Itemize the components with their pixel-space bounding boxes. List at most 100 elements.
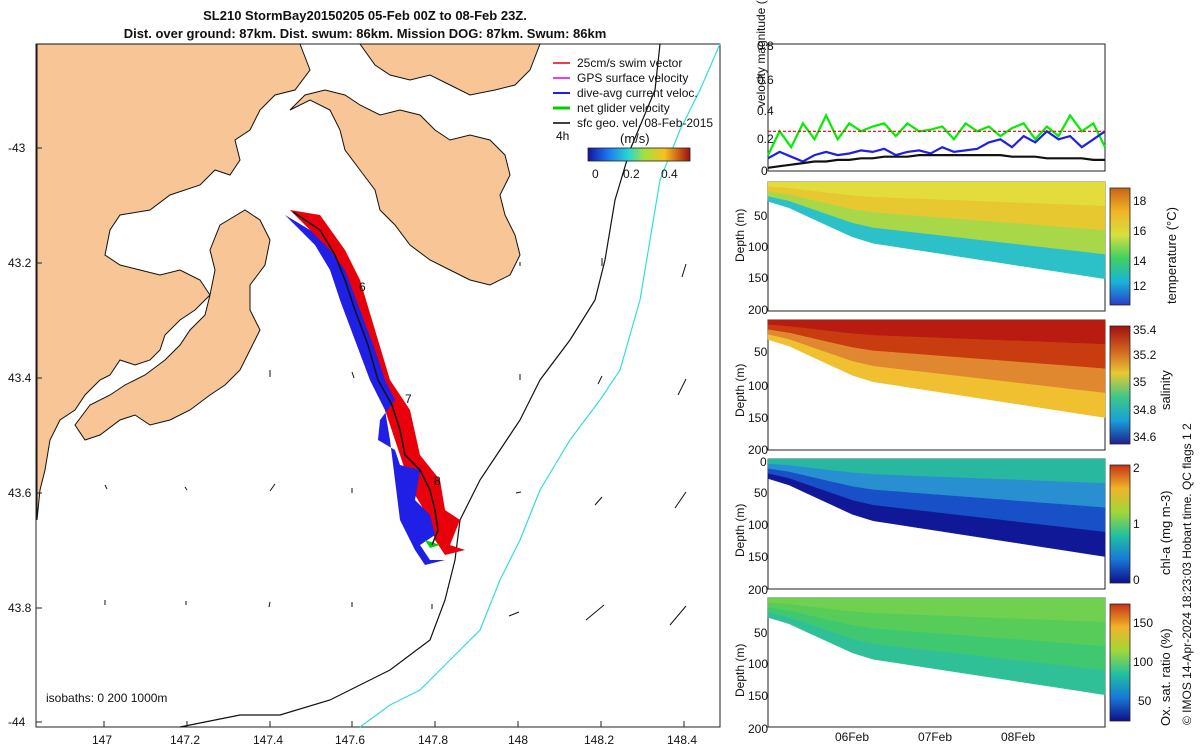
velocity-series-0 <box>767 112 1106 156</box>
land-peninsula <box>289 89 521 286</box>
velocity-ytick: 0.4 <box>757 104 774 118</box>
day-marker: 7 <box>405 392 412 406</box>
ox-cbtick: 150 <box>1133 616 1154 630</box>
velocity-series-2 <box>767 154 1105 169</box>
chl-cblabel: chl-a (mg m-3) <box>1158 490 1173 575</box>
panel-3-colorbar <box>1109 464 1131 584</box>
land-north <box>359 43 541 96</box>
panel-2-colorbar <box>1109 325 1131 445</box>
map-panel <box>35 43 721 728</box>
panel-3-band-3 <box>767 473 1106 557</box>
day-marker: 6 <box>359 280 366 294</box>
temp-ytick: 150 <box>748 271 769 285</box>
ox-ytick: 100 <box>748 657 769 671</box>
time-xtick: 06Feb <box>835 730 870 744</box>
map-ylabel: 43.4 <box>8 371 32 385</box>
map-xlabel: 147.2 <box>170 733 201 747</box>
day-marker: 8 <box>434 474 441 488</box>
watermark: © IMOS 14-Apr-2024 18:23:03 Hobart time.… <box>1180 423 1194 725</box>
chl-cbtick: 1 <box>1133 517 1140 531</box>
land-west <box>36 43 311 521</box>
velocity-ytick: 0 <box>761 164 768 178</box>
sal-cblabel: salinity <box>1158 370 1173 410</box>
chl-cbtick: 2 <box>1133 461 1140 475</box>
velocity-series-1 <box>767 129 1106 163</box>
sal-cbtick: 34.6 <box>1133 430 1157 444</box>
colorbar-tick: 0 <box>592 167 599 181</box>
land-tasman <box>74 209 271 441</box>
temp-cblabel: temperature (°C) <box>1164 207 1179 304</box>
sal-ytick: 50 <box>754 345 768 359</box>
chart-title: SL210 StormBay20150205 05-Feb 00Z to 08-… <box>203 8 527 23</box>
legend-label-swim: 25cm/s swim vector <box>577 56 683 70</box>
map-xlabel: 148.2 <box>584 733 615 747</box>
map-ylabel: -44 <box>8 715 26 729</box>
map-xlabel: 147 <box>92 733 113 747</box>
chl-ylabel: Depth (m) <box>733 503 747 557</box>
temp-ytick: 100 <box>748 240 769 254</box>
chl-ytick: 150 <box>748 550 769 564</box>
panel-1-band-3 <box>767 196 1106 280</box>
legend-label-gps: GPS surface velocity <box>577 71 689 85</box>
legend-label-net: net glider velocity <box>577 101 670 115</box>
chart-subtitle: Dist. over ground: 87km. Dist. swum: 86k… <box>123 26 607 41</box>
ox-ytick: 200 <box>748 722 769 736</box>
map-xlabel: 147.6 <box>335 733 366 747</box>
velocity-frame <box>767 43 1106 172</box>
legend-label-sfc: sfc geo. vel. 08-Feb-2015 <box>577 116 714 130</box>
time-label: 4h <box>556 129 570 143</box>
velocity-arrows <box>104 258 687 626</box>
ox-ytick: 50 <box>754 626 768 640</box>
ox-cbtick: 50 <box>1138 694 1152 708</box>
map-ylabel: -43 <box>8 141 26 155</box>
chl-ytick: 100 <box>748 518 769 532</box>
speed-colorbar <box>587 147 691 162</box>
temp-ytick: 50 <box>754 209 768 223</box>
temp-cbtick: 12 <box>1133 279 1147 293</box>
sal-cbtick: 35.2 <box>1133 348 1157 362</box>
sal-ytick: 200 <box>748 443 769 457</box>
map-ylabel: 43.8 <box>8 601 32 615</box>
sal-ytick: 100 <box>748 379 769 393</box>
velocity-ylabel: velocity magnitude (m/s) <box>754 0 768 108</box>
isobath-1000 <box>359 43 721 728</box>
map-ylabel: 43.6 <box>8 486 32 500</box>
ox-cblabel: Ox. sat. ratio (%) <box>1158 628 1173 726</box>
map-xlabel: 148 <box>508 733 529 747</box>
ox-cbtick: 100 <box>1133 655 1154 669</box>
legend-label-current: dive-avg current veloc. <box>577 86 698 100</box>
ox-ytick: 150 <box>748 689 769 703</box>
chl-ytick: 0 <box>760 455 767 469</box>
chl-ytick: 200 <box>748 583 769 597</box>
temp-ytick: 200 <box>748 303 769 317</box>
chl-cbtick: 0 <box>1133 573 1140 587</box>
panel-4-colorbar <box>1109 603 1131 722</box>
panel-1-colorbar <box>1109 187 1131 306</box>
track-current-blue <box>285 215 445 565</box>
colorbar-unit: (m/s) <box>620 131 650 146</box>
ox-ylabel: Depth (m) <box>733 643 747 697</box>
isobath-200 <box>179 43 661 728</box>
sal-ylabel: Depth (m) <box>733 363 747 417</box>
temp-cbtick: 18 <box>1133 194 1147 208</box>
temp-cbtick: 16 <box>1133 224 1147 238</box>
time-xtick: 07Feb <box>918 730 953 744</box>
panel-2-band-3 <box>767 334 1106 418</box>
map-ylabel: 43.2 <box>8 256 32 270</box>
panel-4-band-3 <box>767 612 1106 696</box>
isobath-label: isobaths: 0 200 1000m <box>46 691 168 705</box>
colorbar-tick: 0.2 <box>623 167 640 181</box>
temp-ylabel: Depth (m) <box>733 208 747 262</box>
colorbar-tick: 0.4 <box>661 167 678 181</box>
sal-ytick: 150 <box>748 411 769 425</box>
chl-ytick: 50 <box>754 486 768 500</box>
temp-cbtick: 14 <box>1133 254 1147 268</box>
velocity-ytick: 0.2 <box>757 132 774 146</box>
velocity-ytick: 0.8 <box>757 39 774 53</box>
time-xtick: 08Feb <box>1001 730 1036 744</box>
map-xlabel: 147.8 <box>418 733 449 747</box>
map-xlabel: 147.4 <box>253 733 284 747</box>
track-line <box>292 211 439 546</box>
sal-cbtick: 35 <box>1133 375 1147 389</box>
